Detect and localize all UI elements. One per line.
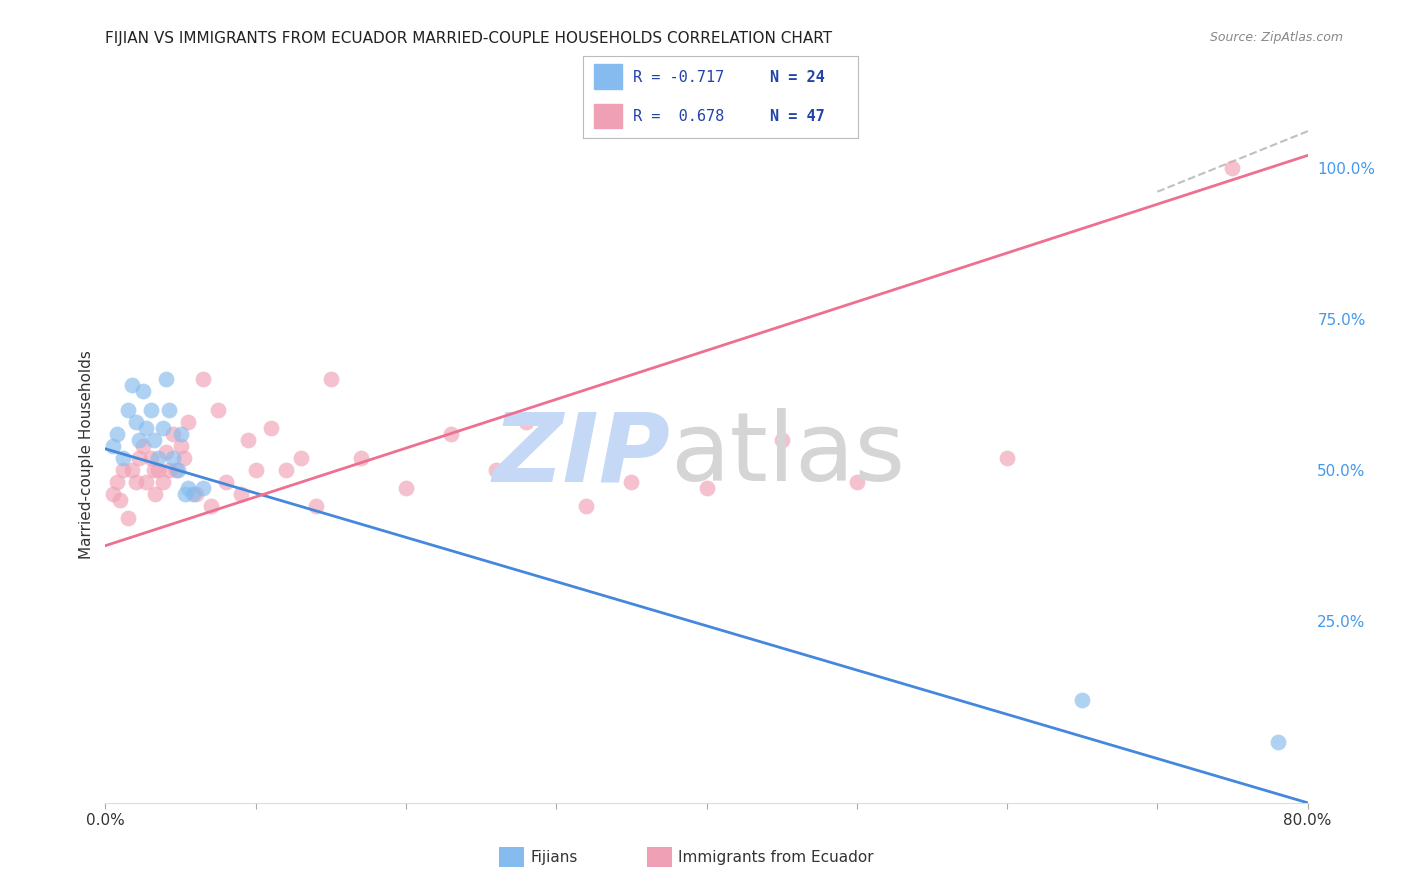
Point	[152, 475, 174, 490]
Point	[1267, 735, 1289, 749]
Point	[440, 426, 463, 441]
Point	[142, 433, 165, 447]
Point	[1222, 161, 1244, 175]
Point	[770, 433, 793, 447]
Point	[995, 450, 1018, 465]
Point	[181, 487, 204, 501]
Point	[177, 481, 200, 495]
Point	[101, 439, 124, 453]
Text: R =  0.678: R = 0.678	[633, 109, 724, 124]
Point	[184, 487, 207, 501]
Point	[162, 426, 184, 441]
Point	[207, 402, 229, 417]
Point	[155, 445, 177, 459]
FancyBboxPatch shape	[595, 103, 621, 128]
Point	[200, 500, 222, 514]
Point	[169, 439, 191, 453]
Point	[214, 475, 236, 490]
Point	[135, 475, 157, 490]
Point	[117, 511, 139, 525]
Text: FIJIAN VS IMMIGRANTS FROM ECUADOR MARRIED-COUPLE HOUSEHOLDS CORRELATION CHART: FIJIAN VS IMMIGRANTS FROM ECUADOR MARRIE…	[105, 31, 832, 46]
Point	[155, 372, 177, 386]
Point	[135, 420, 157, 434]
Point	[107, 426, 129, 441]
Point	[305, 500, 328, 514]
Point	[107, 475, 129, 490]
Point	[146, 450, 169, 465]
Point	[112, 463, 135, 477]
Point	[696, 481, 718, 495]
Point	[290, 450, 312, 465]
Point	[515, 415, 537, 429]
Point	[173, 450, 195, 465]
Point	[191, 481, 214, 495]
Point	[139, 402, 162, 417]
Point	[132, 439, 155, 453]
Text: N = 24: N = 24	[770, 70, 825, 85]
Point	[166, 463, 188, 477]
Point	[110, 493, 132, 508]
Point	[121, 378, 143, 392]
Point	[1071, 693, 1094, 707]
Text: Source: ZipAtlas.com: Source: ZipAtlas.com	[1209, 31, 1343, 45]
Point	[139, 450, 162, 465]
Text: ZIP: ZIP	[492, 409, 671, 501]
Point	[121, 463, 143, 477]
Point	[485, 463, 508, 477]
Text: Immigrants from Ecuador: Immigrants from Ecuador	[678, 850, 873, 864]
Point	[124, 415, 146, 429]
Point	[128, 433, 150, 447]
Point	[117, 402, 139, 417]
Point	[319, 372, 342, 386]
Point	[845, 475, 868, 490]
FancyBboxPatch shape	[595, 64, 621, 89]
Point	[112, 450, 135, 465]
Point	[245, 463, 267, 477]
Point	[174, 487, 197, 501]
Point	[350, 450, 373, 465]
Point	[101, 487, 124, 501]
Point	[177, 415, 200, 429]
Text: atlas: atlas	[671, 409, 905, 501]
Point	[142, 463, 165, 477]
Point	[157, 402, 180, 417]
Point	[152, 420, 174, 434]
Point	[229, 487, 252, 501]
Point	[575, 500, 598, 514]
Text: Fijians: Fijians	[530, 850, 578, 864]
Point	[260, 420, 283, 434]
Point	[165, 463, 187, 477]
Point	[157, 463, 180, 477]
Y-axis label: Married-couple Households: Married-couple Households	[79, 351, 94, 559]
Point	[395, 481, 418, 495]
Text: R = -0.717: R = -0.717	[633, 70, 724, 85]
Point	[124, 475, 146, 490]
Point	[238, 433, 260, 447]
Point	[620, 475, 643, 490]
Point	[169, 426, 191, 441]
Point	[274, 463, 297, 477]
Point	[143, 487, 166, 501]
Point	[162, 450, 184, 465]
Point	[132, 384, 155, 399]
Point	[128, 450, 150, 465]
Point	[146, 463, 169, 477]
Text: N = 47: N = 47	[770, 109, 825, 124]
Point	[191, 372, 214, 386]
